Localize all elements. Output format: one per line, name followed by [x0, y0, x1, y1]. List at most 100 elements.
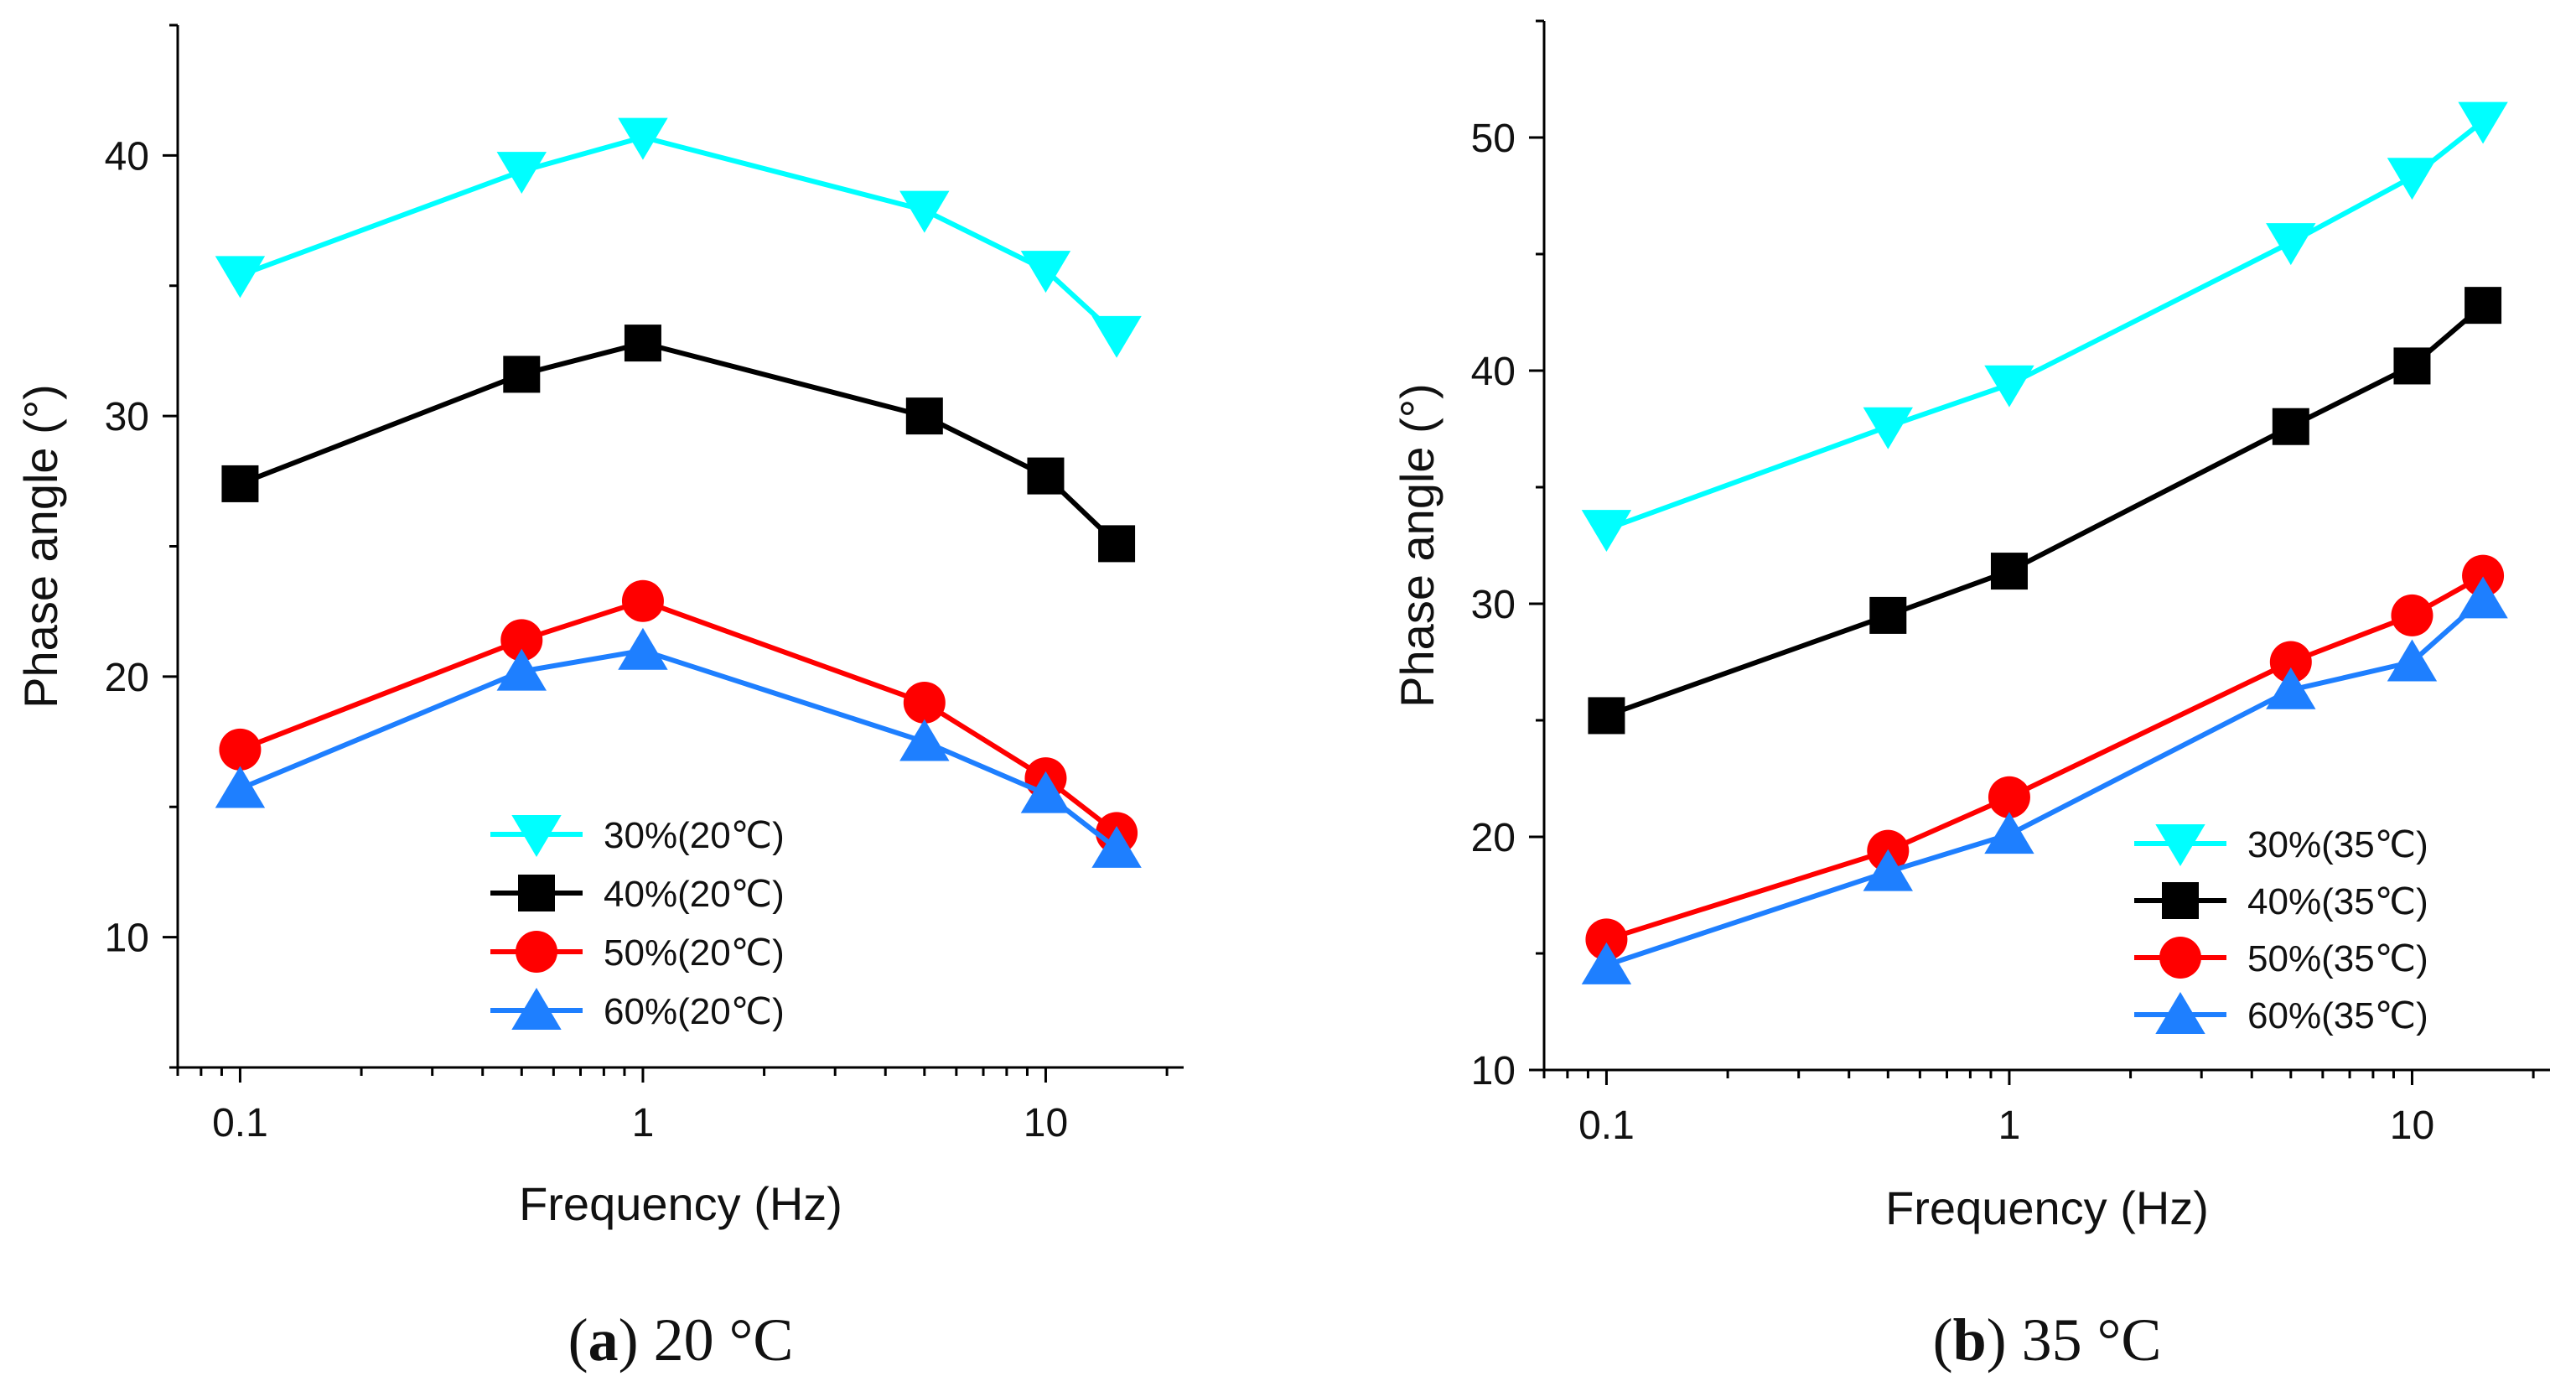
series-4: [1581, 576, 2508, 984]
caption-close-paren: ): [619, 1306, 654, 1374]
data-point: [1581, 942, 1632, 984]
x-tick-label: 0.1: [1578, 1104, 1635, 1148]
data-point: [1863, 407, 1913, 449]
chart-panel-b: 10 20 30 40 50 0.1 1 10 Frequency (Hz) Phase angl…: [1391, 19, 2550, 1374]
data-point: [1020, 251, 1071, 293]
legend-label: 50%(20℃): [604, 932, 785, 974]
legend-label: 50%(35℃): [2247, 938, 2428, 979]
caption-close-paren: ): [1987, 1306, 2022, 1374]
data-point: [624, 325, 661, 362]
data-point: [618, 627, 668, 670]
legend-label: 30%(20℃): [604, 815, 785, 856]
y-axis-title: Phase angle (°): [1391, 383, 1443, 708]
data-point: [1869, 596, 1907, 634]
y-tick-label: 30: [1471, 583, 1516, 627]
data-point: [2393, 347, 2431, 385]
panel-caption: (a) 20 °C: [568, 1306, 794, 1374]
data-point: [2391, 594, 2433, 636]
data-point: [1098, 525, 1136, 563]
series-line: [239, 134, 1119, 338]
data-point: [215, 256, 266, 299]
data-point: [496, 648, 547, 691]
series-4: [215, 627, 1142, 868]
data-point: [1027, 457, 1065, 495]
data-point: [496, 152, 547, 195]
series-3: [1585, 554, 2505, 961]
legend-marker: [511, 815, 562, 857]
y-tick-label: 50: [1471, 117, 1516, 161]
y-tick-label: 40: [1471, 350, 1516, 394]
data-point: [2387, 158, 2438, 200]
y-tick-label: 10: [1471, 1049, 1516, 1093]
data-point: [899, 719, 950, 761]
series-line: [239, 598, 1118, 835]
x-tick-label: 1: [632, 1101, 655, 1145]
legend: 30%(20℃) 40%(20℃) 50%(20℃) 60%(20℃): [490, 815, 785, 1032]
y-tick-label: 10: [105, 917, 149, 961]
legend-label: 40%(35℃): [2247, 881, 2428, 922]
data-point: [2272, 408, 2309, 445]
data-point: [1863, 849, 1913, 891]
caption-letter: a: [588, 1306, 619, 1374]
x-tick-label: 10: [1024, 1101, 1068, 1145]
series-2: [221, 325, 1136, 563]
x-axis-title: Frequency (Hz): [519, 1177, 842, 1230]
legend-marker: [518, 875, 555, 911]
x-tick-label: 10: [2390, 1104, 2434, 1148]
legend-label: 30%(35℃): [2247, 824, 2428, 865]
data-point: [1091, 825, 1142, 868]
data-point: [1990, 553, 2028, 590]
legend: 30%(35℃) 40%(35℃) 50%(35℃) 60%(35℃): [2134, 824, 2428, 1036]
legend-label: 40%(20℃): [604, 874, 785, 915]
data-point: [1585, 918, 1628, 961]
data-point: [2458, 576, 2508, 619]
data-point: [219, 728, 262, 771]
legend-marker: [2155, 824, 2205, 866]
caption-text: 20 °C: [654, 1306, 794, 1374]
data-point: [221, 465, 259, 502]
series-2: [1588, 287, 2502, 735]
legend-marker: [2155, 992, 2205, 1034]
caption-text: 35 °C: [2022, 1306, 2162, 1374]
legend-marker: [2159, 937, 2201, 979]
data-point: [503, 356, 541, 393]
data-point: [903, 681, 946, 724]
chart-panel-a: 10 20 30 40 0.1 1 10 Frequency (Hz) Phase angle …: [14, 23, 1184, 1374]
data-point: [2266, 667, 2316, 709]
panel-caption: (b) 35 °C: [1933, 1306, 2162, 1374]
data-point: [2269, 641, 2312, 683]
data-point: [500, 619, 543, 662]
data-point: [2458, 101, 2508, 144]
series-3: [219, 579, 1138, 854]
data-point: [2465, 287, 2502, 325]
series-line: [1605, 119, 2485, 532]
data-point: [1984, 365, 2034, 408]
y-tick-label: 30: [105, 395, 149, 439]
x-tick-label: 0.1: [212, 1101, 268, 1145]
data-point: [1988, 776, 2030, 818]
series-1: [215, 117, 1142, 358]
data-point: [618, 117, 668, 160]
data-point: [2462, 554, 2505, 597]
legend-label: 60%(35℃): [2247, 995, 2428, 1036]
x-tick-label: 1: [1998, 1104, 2021, 1148]
data-point: [1588, 697, 1625, 735]
legend-marker: [516, 931, 557, 973]
data-point: [1984, 812, 2034, 854]
y-tick-label: 20: [105, 656, 149, 700]
series-line: [1605, 597, 2485, 968]
data-point: [621, 579, 664, 622]
legend-marker: [511, 988, 562, 1030]
data-point: [215, 766, 266, 808]
caption-open-paren: (: [1933, 1306, 1953, 1374]
data-point: [905, 397, 943, 435]
y-tick-label: 40: [105, 134, 149, 179]
series-line: [239, 340, 1119, 546]
legend-label: 60%(20℃): [604, 991, 785, 1032]
data-point: [899, 190, 950, 233]
caption-letter: b: [1953, 1306, 1987, 1374]
data-point: [1020, 771, 1071, 813]
y-tick-label: 20: [1471, 816, 1516, 860]
x-axis-title: Frequency (Hz): [1885, 1181, 2209, 1234]
